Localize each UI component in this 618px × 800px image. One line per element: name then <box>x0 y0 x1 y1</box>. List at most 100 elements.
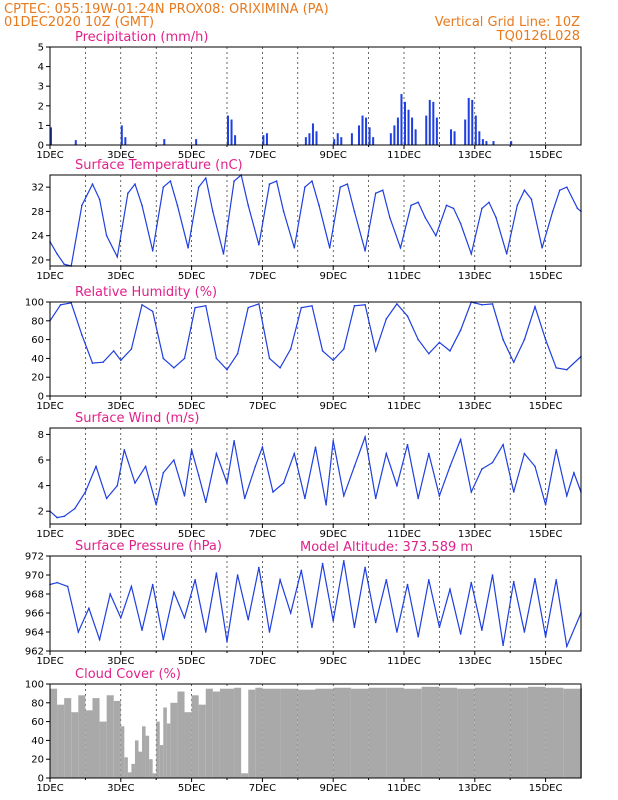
cloud-bar <box>166 723 171 778</box>
data-point <box>293 452 296 455</box>
data-point <box>247 306 250 309</box>
precip-bar <box>230 119 233 145</box>
precip-bar <box>411 117 414 145</box>
data-point <box>84 491 87 493</box>
precip-bar <box>350 133 353 145</box>
data-point <box>343 495 345 497</box>
data-point <box>204 177 207 179</box>
data-point <box>417 497 419 500</box>
panel-6: 0 20 40 60 80 100 1DEC 3DEC 5DEC 7DEC 9DEC 11DEC 13D… <box>25 667 582 794</box>
data-point <box>162 357 165 360</box>
data-point <box>491 574 494 576</box>
data-point <box>374 192 377 194</box>
data-point <box>459 633 462 635</box>
data-point <box>311 304 313 307</box>
cloud-bar <box>163 707 167 778</box>
data-point <box>236 352 239 355</box>
panel-4: 2 4 6 8 1DEC 3DEC 5DEC 7DEC 9DEC 11DEC 13DEC 15DEC S… <box>36 411 582 540</box>
data-point <box>236 574 239 576</box>
x-tick-label: 5DEC <box>178 150 205 161</box>
precip-bar <box>432 101 435 145</box>
cloud-bar <box>234 687 242 778</box>
cloud-bar <box>184 712 192 778</box>
cloud-bar <box>191 695 199 778</box>
data-point <box>541 247 543 249</box>
data-point <box>162 186 165 188</box>
precip-bar <box>478 131 481 145</box>
data-point <box>445 204 448 207</box>
data-point <box>389 216 391 219</box>
y-tick-label: 100 <box>25 298 44 309</box>
data-point <box>385 318 388 320</box>
data-point <box>321 350 324 352</box>
data-point <box>555 367 558 369</box>
data-point <box>141 204 143 207</box>
data-point <box>481 629 483 631</box>
x-tick-label: 1DEC <box>36 656 63 667</box>
x-tick-label: 9DEC <box>320 656 347 667</box>
data-point <box>215 572 218 574</box>
precip-bar <box>428 99 431 145</box>
precip-bar <box>435 117 438 145</box>
y-tick-label: 80 <box>31 698 44 709</box>
precip-bar <box>265 133 268 145</box>
x-tick-label: 3DEC <box>107 783 134 794</box>
data-point <box>332 359 335 362</box>
precip-bar <box>304 137 307 145</box>
data-point <box>417 635 419 638</box>
data-point <box>162 638 165 641</box>
precip-bar <box>365 117 368 145</box>
precip-bar <box>481 139 484 145</box>
x-tick-label: 3DEC <box>107 271 134 282</box>
data-point <box>566 495 568 497</box>
data-point <box>339 186 342 188</box>
data-point <box>321 562 324 565</box>
data-point <box>151 310 154 313</box>
data-point <box>279 367 281 369</box>
data-point <box>187 247 189 249</box>
data-point <box>512 491 515 493</box>
y-tick-label: 2 <box>38 507 44 518</box>
x-tick-label: 1DEC <box>36 271 63 282</box>
data-point <box>304 497 306 500</box>
data-point <box>332 440 335 442</box>
precip-bar <box>340 137 343 145</box>
data-point <box>173 459 175 461</box>
data-point <box>516 204 519 207</box>
x-tick-label: 3DEC <box>107 529 134 540</box>
data-point <box>406 583 409 586</box>
panel-frame <box>49 683 582 779</box>
cloud-bar <box>563 688 581 778</box>
y-tick-label: 20 <box>31 373 44 384</box>
data-point <box>544 504 547 506</box>
data-point <box>481 468 483 470</box>
header-location: CPTEC: 055:19W-01:24N PROX08: ORIXIMINA … <box>4 2 329 17</box>
x-tick-label: 13DEC <box>458 529 492 540</box>
panel-frame <box>49 174 582 267</box>
data-point <box>512 361 515 363</box>
precip-bar <box>396 117 399 145</box>
data-point <box>534 465 536 468</box>
precip-bar <box>50 127 52 145</box>
data-point <box>505 253 508 255</box>
data-point <box>396 303 398 305</box>
data-point <box>183 495 186 497</box>
data-point <box>151 250 154 252</box>
x-tick-label: 7DEC <box>249 150 276 161</box>
data-point <box>123 448 126 451</box>
data-point <box>364 250 366 252</box>
x-tick-label: 3DEC <box>107 656 134 667</box>
data-point <box>311 180 313 182</box>
data-point <box>56 581 58 584</box>
data-point <box>112 350 115 352</box>
data-point <box>300 306 303 309</box>
x-tick-label: 15DEC <box>529 401 563 412</box>
cloud-bar <box>131 763 135 778</box>
data-point <box>566 368 568 371</box>
data-point <box>481 207 483 210</box>
precip-bar <box>308 133 311 145</box>
data-point <box>566 186 568 188</box>
data-point <box>268 631 271 633</box>
cloud-bar <box>474 687 493 778</box>
data-point <box>81 204 83 207</box>
